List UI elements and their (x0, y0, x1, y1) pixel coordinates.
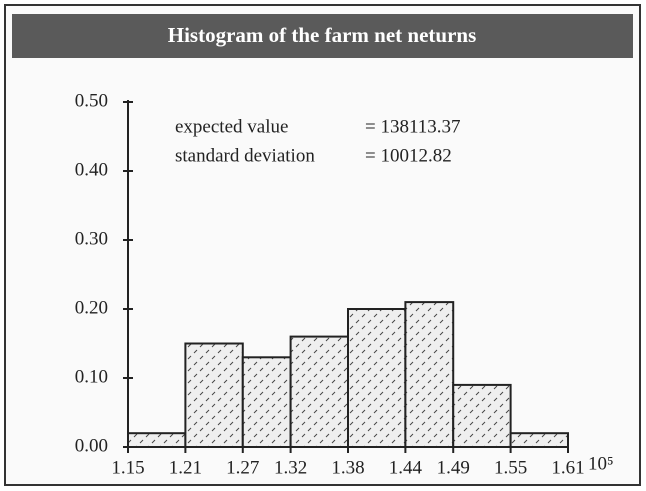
bar (184, 342, 244, 448)
bar (127, 432, 187, 449)
y-tick-label: 0.20 (75, 297, 108, 318)
x-tick-label: 1.15 (111, 457, 144, 478)
bar (404, 301, 455, 448)
x-tick-label: 1.55 (494, 457, 527, 478)
annotation-label: expected value (175, 116, 288, 137)
bar (347, 308, 407, 448)
y-tick-label: 0.40 (75, 159, 108, 180)
chart-title: Histogram of the farm net neturns (168, 23, 477, 47)
annotation-label: standard deviation (175, 145, 315, 166)
x-unit-label: 10⁵ (588, 453, 614, 474)
bar (509, 432, 570, 449)
bar (289, 335, 350, 449)
x-tick-label: 1.32 (274, 457, 307, 478)
x-tick-label: 1.49 (437, 457, 470, 478)
x-tick-label: 1.27 (226, 457, 259, 478)
x-tick-label: 1.38 (331, 457, 364, 478)
x-tick-label: 1.61 (551, 457, 584, 478)
y-tick-label: 0.30 (75, 228, 108, 249)
title-bar (12, 14, 633, 58)
annotation-value: = 10012.82 (365, 145, 452, 166)
y-tick-label: 0.00 (75, 435, 108, 456)
x-tick-label: 1.21 (169, 457, 202, 478)
annotation-value: = 138113.37 (365, 116, 461, 137)
bar (241, 356, 292, 448)
x-tick-label: 1.44 (389, 457, 423, 478)
bar (452, 383, 512, 448)
y-tick-label: 0.50 (75, 90, 108, 111)
y-tick-label: 0.10 (75, 366, 108, 387)
